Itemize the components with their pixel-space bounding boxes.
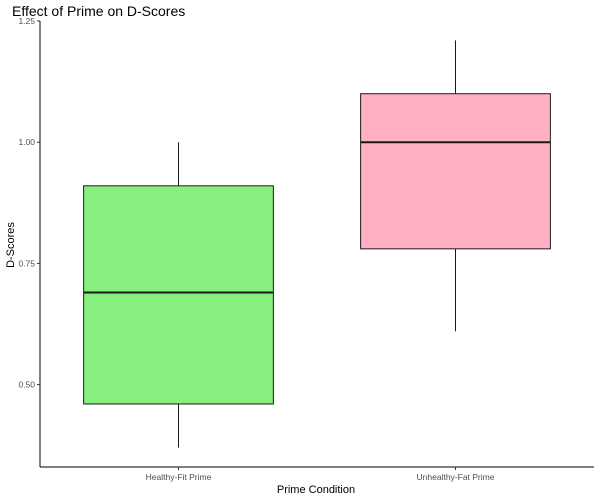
y-tick-label: 0.50	[18, 380, 35, 390]
y-axis-title: D-Scores	[5, 222, 17, 268]
y-tick-label: 1.25	[18, 16, 35, 26]
box-1	[83, 185, 274, 405]
box-2	[360, 93, 551, 250]
y-tick-label: 0.75	[18, 258, 35, 268]
plot-area: 0.50 0.75 1.00 1.25 Healthy-Fit Prime Unhealt…	[18, 16, 594, 482]
x-tick-label: Healthy-Fit Prime	[146, 472, 212, 482]
x-axis-title: Prime Condition	[277, 484, 355, 496]
y-tick-label: 1.00	[18, 137, 35, 147]
chart-title: Effect of Prime on D-Scores	[12, 3, 185, 19]
x-tick-label: Unhealthy-Fat Prime	[417, 472, 495, 482]
